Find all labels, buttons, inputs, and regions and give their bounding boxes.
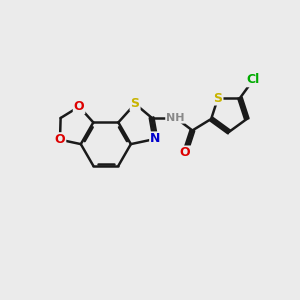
Text: O: O [74, 100, 84, 113]
Text: Cl: Cl [247, 73, 260, 86]
Text: S: S [214, 92, 223, 104]
Text: NH: NH [166, 113, 184, 123]
Text: O: O [180, 146, 190, 160]
Text: S: S [130, 97, 140, 110]
Text: O: O [55, 133, 65, 146]
Text: N: N [150, 132, 161, 146]
